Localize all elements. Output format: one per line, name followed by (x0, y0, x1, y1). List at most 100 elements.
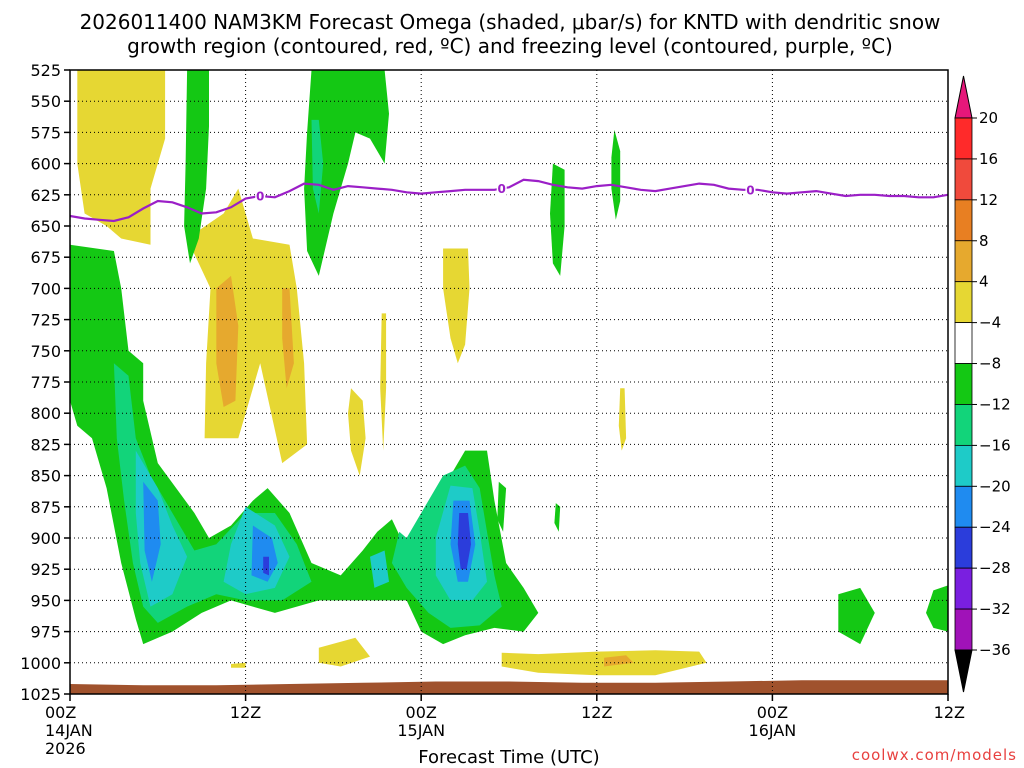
y-tick-label: 850 (30, 467, 61, 486)
y-tick-label: 925 (30, 560, 61, 579)
colorbar-segment (954, 117, 973, 160)
omega-region-31 (457, 513, 471, 570)
freezing-level-layer: 0 0 0 (70, 178, 948, 223)
x-tick-label: 12Z (230, 703, 261, 722)
colorbar-segment (954, 485, 973, 528)
y-tick-label: 525 (30, 61, 61, 80)
omega-region-5 (618, 388, 627, 451)
y-tick-label: 1025 (20, 685, 61, 704)
x-tick-label: 12Z (934, 703, 965, 722)
freezing-label-bg (255, 189, 266, 204)
omega-region-10 (282, 288, 294, 389)
colorbar-label: −20 (979, 477, 1011, 495)
colorbar-label: −16 (979, 436, 1011, 454)
omega-region-23 (311, 119, 324, 214)
y-tick-label: 1000 (20, 654, 61, 673)
colorbar-segment (954, 404, 973, 446)
omega-region-14 (304, 70, 389, 276)
colorbar-segment (954, 158, 973, 201)
omega-region-9 (216, 275, 239, 407)
y-tick-label: 775 (30, 373, 61, 392)
x-tick-label: 00Z (406, 703, 437, 722)
omega-region-1 (187, 188, 308, 464)
colorbar-segment (954, 322, 973, 364)
omega-region-16 (611, 129, 621, 220)
omega-region-19 (838, 587, 875, 645)
x-tick-label: 15JAN (397, 721, 445, 740)
x-axis-title: Forecast Time (UTC) (418, 747, 599, 768)
x-tick-label: 00Z (45, 703, 76, 722)
x-tick-label: 12Z (581, 703, 612, 722)
x-tick-label: 00Z (757, 703, 788, 722)
colorbar-label: 16 (979, 150, 998, 168)
y-tick-label: 725 (30, 311, 61, 330)
omega-region-7 (231, 662, 246, 668)
y-tick-label: 900 (30, 529, 61, 548)
colorbar-label: −4 (979, 314, 1001, 332)
omega-region-2 (443, 248, 470, 364)
chart-title-line-1: 2026011400 NAM3KM Forecast Omega (shaded… (80, 10, 941, 34)
omega-region-27 (370, 550, 389, 588)
colorbar-label: 20 (979, 109, 998, 127)
y-tick-label: 700 (30, 279, 61, 298)
y-tick-label: 625 (30, 186, 61, 205)
colorbar-segment (954, 281, 973, 324)
omega-region-13 (184, 70, 209, 264)
colorbar-label: 12 (979, 191, 998, 209)
omega-region-28 (143, 481, 161, 582)
y-tick-label: 750 (30, 342, 61, 361)
chart-title-line-2: growth region (contoured, red, ºC) and f… (127, 34, 893, 58)
freezing-level-label: 0 (256, 190, 264, 204)
colorbar-segment (954, 363, 973, 405)
colorbar-label: −32 (979, 600, 1011, 618)
y-tick-label: 575 (30, 123, 61, 142)
y-tick-label: 975 (30, 623, 61, 642)
omega-region-15 (550, 163, 565, 276)
y-tick-label: 550 (30, 92, 61, 111)
y-tick-label: 825 (30, 435, 61, 454)
colorbar-segment (954, 526, 973, 569)
terrain-surface (70, 680, 948, 694)
terrain-layer (70, 680, 948, 694)
omega-region-29 (251, 525, 278, 582)
colorbar-segment (954, 608, 973, 651)
omega-region-4 (380, 313, 387, 451)
y-axis: 525 550 575 600 625 650 675 700 725 750 775 800 825 8… (20, 61, 70, 704)
freezing-label-bg (496, 181, 507, 196)
omega-region-17 (497, 481, 507, 532)
omega-region-20 (926, 585, 948, 632)
omega-region-6 (318, 637, 370, 667)
y-tick-label: 875 (30, 498, 61, 517)
y-tick-label: 800 (30, 404, 61, 423)
colorbar-bottom-arrow (954, 649, 973, 693)
colorbar-label: 8 (979, 232, 989, 250)
colorbar-segment (954, 567, 973, 610)
colorbar: 20 16 12 8 4 −4 −8 −12 −16 −20 −24 −28 −32 −36 (954, 75, 1011, 693)
omega-shading-layer (70, 70, 948, 676)
x-tick-label: 2026 (45, 739, 86, 758)
y-tick-label: 950 (30, 591, 61, 610)
omega-region-18 (554, 503, 561, 532)
omega-region-32 (263, 556, 269, 576)
colorbar-segment (954, 444, 973, 487)
x-tick-label: 14JAN (45, 721, 93, 740)
colorbar-segment (954, 199, 973, 242)
omega-region-0 (77, 70, 166, 245)
colorbar-label: −36 (979, 641, 1011, 659)
y-tick-label: 600 (30, 155, 61, 174)
colorbar-label: −12 (979, 395, 1011, 413)
x-tick-label: 16JAN (749, 721, 797, 740)
colorbar-label: −28 (979, 559, 1011, 577)
colorbar-label: −8 (979, 355, 1001, 373)
credit-text: coolwx.com/models (852, 746, 1017, 764)
colorbar-top-arrow (954, 75, 973, 119)
freezing-level-line (70, 178, 948, 223)
y-tick-label: 650 (30, 217, 61, 236)
y-tick-label: 675 (30, 248, 61, 267)
freezing-level-label: 0 (746, 183, 754, 197)
freezing-label-bg (745, 182, 756, 197)
omega-region-3 (348, 388, 366, 476)
freezing-level-label: 0 (498, 182, 506, 196)
